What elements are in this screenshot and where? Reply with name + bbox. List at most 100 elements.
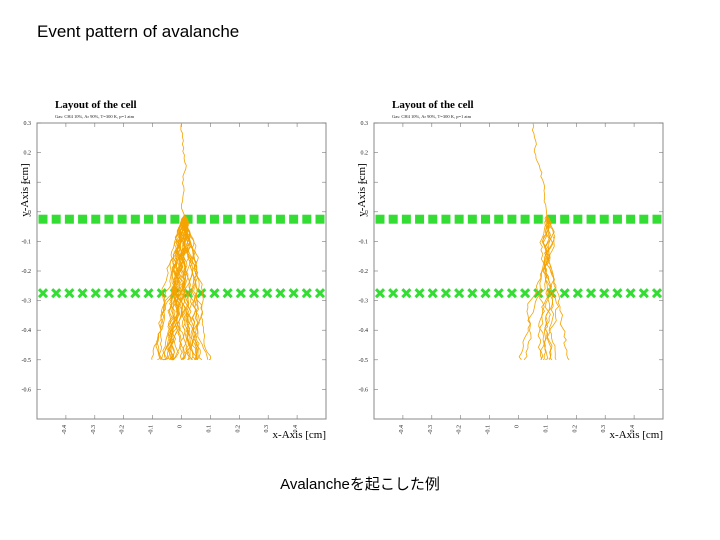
wire-marker: [183, 214, 193, 224]
wire-marker: [507, 214, 517, 224]
wire-marker: [117, 288, 128, 299]
wire-marker: [520, 288, 531, 299]
wire-marker: [209, 214, 219, 224]
chart-svg: Layout of the cell Gas: CH4 10%, Ar 90%, …: [19, 99, 327, 441]
wire-marker: [38, 214, 48, 224]
y-tick-label: -0.1: [359, 239, 369, 245]
x-tick-label: 0.4: [630, 425, 636, 433]
wire-marker: [533, 214, 543, 224]
y-tick-label: 0.3: [361, 121, 369, 127]
avalanche-track: [537, 215, 551, 360]
wire-marker: [209, 288, 220, 299]
avalanche-track: [541, 215, 557, 361]
wire-marker: [428, 214, 438, 224]
wire-marker: [441, 214, 451, 224]
wire-marker: [626, 214, 636, 224]
wire-marker: [51, 214, 61, 224]
wire-marker: [301, 288, 312, 299]
wire-marker: [546, 214, 556, 224]
slide-title: Event pattern of avalanche: [37, 22, 240, 41]
y-tick-label: -0.5: [22, 358, 32, 364]
avalanche-tracks: [518, 122, 570, 361]
wire-marker: [91, 214, 101, 224]
wire-marker: [249, 214, 259, 224]
y-axis-label: y-Axis [cm]: [356, 163, 368, 216]
wire-marker: [467, 288, 478, 299]
y-axis-label: y-Axis [cm]: [19, 163, 31, 216]
primary-track: [180, 122, 187, 216]
y-tick-label: 0.2: [24, 151, 32, 157]
wire-marker: [401, 214, 411, 224]
avalanche-track: [538, 215, 550, 361]
wire-marker: [64, 288, 75, 299]
x-tick-label: -0.4: [399, 425, 405, 435]
avalanche-track: [184, 215, 200, 361]
wire-marker: [275, 214, 285, 224]
x-tick-label: -0.4: [62, 425, 68, 435]
wire-row: [375, 214, 662, 224]
wire-marker: [415, 214, 425, 224]
avalanche-track: [170, 215, 185, 361]
chart-subtitle: Gas: CH4 10%, Ar 90%, T=300 K, p=1 atm: [55, 114, 135, 120]
wire-marker: [315, 214, 325, 224]
wire-marker: [533, 288, 544, 299]
y-tick-label: -0.3: [22, 299, 32, 305]
avalanche-track: [542, 215, 559, 361]
y-tick-label: 0.2: [361, 151, 369, 157]
wire-marker: [625, 288, 636, 299]
avalanche-track: [181, 215, 191, 361]
wire-marker: [78, 214, 88, 224]
avalanche-track: [162, 215, 191, 361]
wire-marker: [374, 288, 386, 299]
avalanche-plot-left: Layout of the cell Gas: CH4 10%, Ar 90%, …: [18, 95, 338, 441]
y-tick-label: -0.2: [359, 269, 369, 275]
wire-marker: [275, 288, 286, 299]
chart-subtitle: Gas: CH4 10%, Ar 90%, T=300 K, p=1 atm: [392, 114, 472, 120]
avalanche-track: [181, 215, 209, 360]
avalanche-track: [164, 215, 185, 361]
x-tick-label: -0.1: [149, 425, 155, 435]
wire-marker: [480, 288, 491, 299]
wire-marker: [314, 288, 326, 299]
x-tick-label: 0.1: [543, 425, 549, 433]
wire-marker: [599, 214, 609, 224]
wire-marker: [639, 214, 649, 224]
x-tick-label: 0.3: [601, 425, 607, 433]
wire-marker: [157, 214, 167, 224]
y-tick-label: -0.4: [22, 328, 32, 334]
avalanche-track: [546, 215, 570, 361]
y-tick-label: 0.1: [24, 180, 32, 186]
wire-marker: [77, 288, 88, 299]
wire-marker: [388, 214, 398, 224]
y-tick-label: -0.1: [22, 239, 32, 245]
wire-marker: [90, 288, 101, 299]
x-tick-label: 0: [178, 425, 184, 428]
chart-title: Layout of the cell: [55, 99, 137, 111]
x-tick-label: -0.2: [457, 425, 463, 435]
x-tick-label: 0.4: [293, 425, 299, 433]
wire-marker: [586, 214, 596, 224]
wire-marker: [520, 214, 530, 224]
wire-marker: [454, 214, 464, 224]
wire-marker: [64, 214, 74, 224]
wire-marker: [248, 288, 260, 299]
wire-marker: [573, 214, 583, 224]
avalanche-track: [176, 215, 188, 361]
wire-marker: [117, 214, 127, 224]
wire-marker: [289, 214, 299, 224]
wire-marker: [144, 214, 154, 224]
chart-svg: Layout of the cell Gas: CH4 10%, Ar 90%, …: [356, 99, 664, 441]
x-tick-label: -0.3: [91, 425, 97, 435]
y-tick-label: 0: [28, 210, 31, 216]
wire-marker: [143, 288, 154, 299]
avalanche-track: [518, 215, 554, 361]
chart-title: Layout of the cell: [392, 99, 474, 111]
wire-marker: [51, 288, 62, 299]
wire-marker: [288, 288, 299, 299]
wire-marker: [454, 288, 465, 299]
wire-marker: [612, 288, 623, 299]
y-tick-label: -0.3: [359, 299, 369, 305]
y-tick-label: -0.4: [359, 328, 369, 334]
wire-marker: [560, 214, 570, 224]
wire-marker: [440, 288, 452, 299]
